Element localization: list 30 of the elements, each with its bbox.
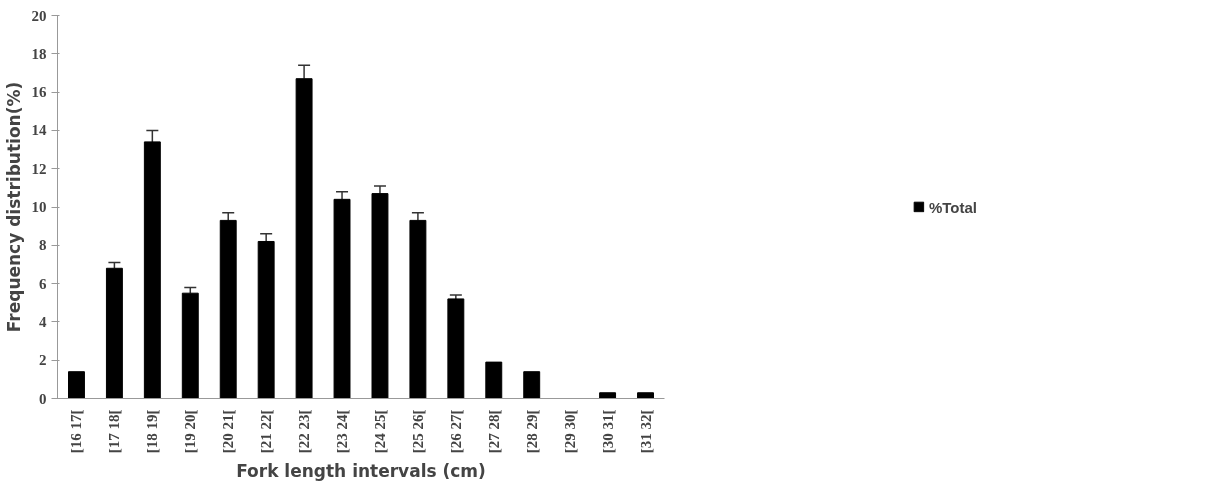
x-tick-label: [22 23[ xyxy=(296,409,313,454)
y-tick-label: 16 xyxy=(31,84,47,101)
x-tick-label: [26 27[ xyxy=(447,409,464,454)
x-axis-title: Fork length intervals (cm) xyxy=(236,461,486,482)
y-tick-label: 14 xyxy=(31,122,47,139)
x-tick-label: [31 32[ xyxy=(637,409,654,454)
y-axis-title: Frequency distribution(%) xyxy=(3,81,24,333)
y-tick-label: 10 xyxy=(31,199,47,215)
y-tick-label: 18 xyxy=(31,45,47,62)
x-tick-label: [19 20[ xyxy=(182,409,199,454)
x-tick-label: [27 28[ xyxy=(485,409,502,454)
y-tick-label: 12 xyxy=(31,160,47,177)
x-tick-label: [29 30[ xyxy=(561,409,578,454)
x-tick-label: [17 18[ xyxy=(106,409,123,454)
x-tick-label: [16 17[ xyxy=(68,409,85,454)
x-tick-label: [28 29[ xyxy=(523,409,540,454)
legend-label: %Total xyxy=(928,198,978,215)
x-tick-label: [24 25[ xyxy=(371,409,388,454)
y-tick-label: 0 xyxy=(39,390,47,407)
x-tick-label: [18 19[ xyxy=(144,409,161,454)
y-tick-label: 4 xyxy=(39,313,47,330)
y-tick-label: 2 xyxy=(39,352,47,369)
y-tick-label: 8 xyxy=(39,237,47,254)
x-tick-label: [21 22[ xyxy=(258,409,275,454)
x-tick-label: [23 24[ xyxy=(334,409,351,454)
y-tick-label: 20 xyxy=(31,7,47,24)
y-tick-label: 6 xyxy=(39,275,47,292)
x-tick-label: [20 21[ xyxy=(220,409,237,454)
x-tick-label: [25 26[ xyxy=(409,409,426,454)
x-tick-label: [30 31[ xyxy=(599,409,616,454)
